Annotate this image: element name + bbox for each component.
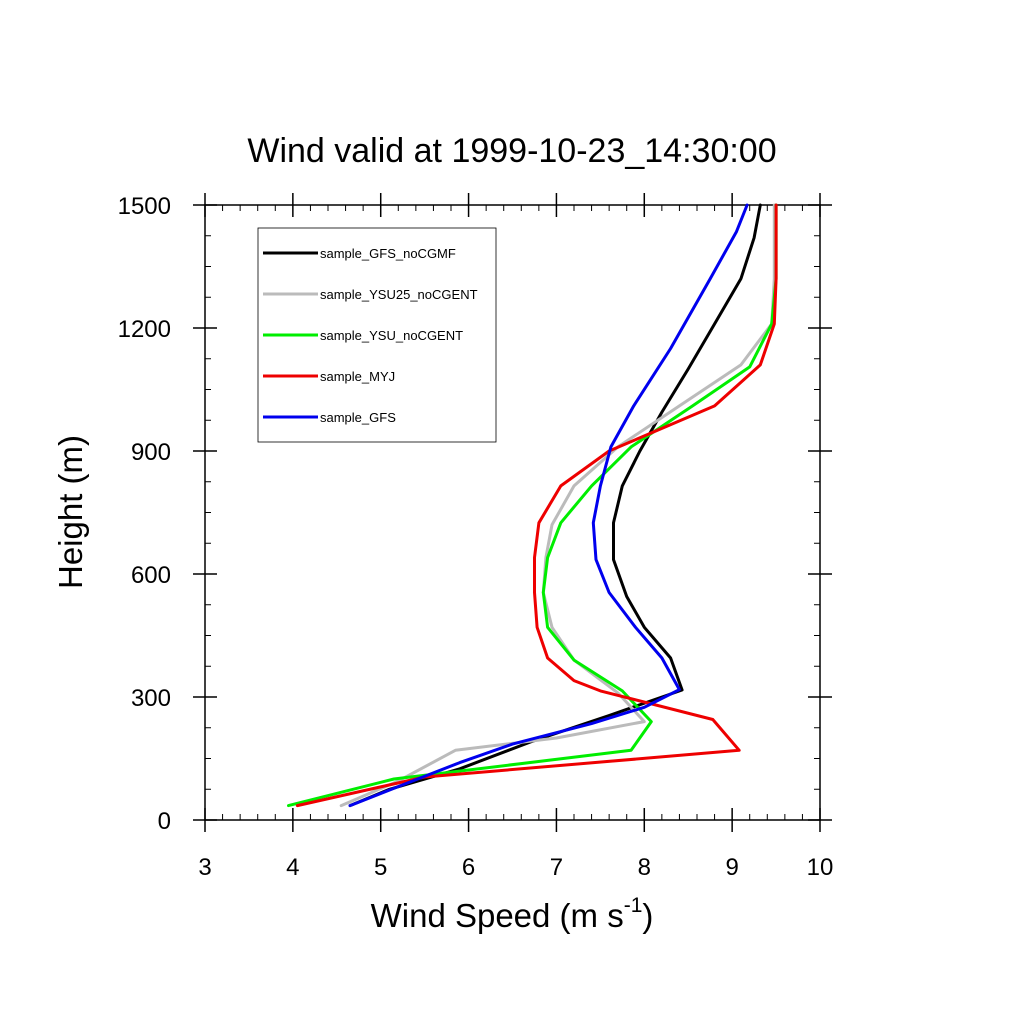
x-tick-label: 9 <box>725 854 738 881</box>
legend-label: sample_GFS <box>320 410 396 425</box>
minor-ticks <box>205 205 820 820</box>
series-line-sample-ysu-nocgent <box>287 203 778 808</box>
legend-label: sample_YSU25_noCGENT <box>320 287 478 302</box>
chart-title: Wind valid at 1999-10-23_14:30:00 <box>247 132 776 170</box>
x-axis-label: Wind Speed (m s-1) <box>371 894 654 934</box>
legend-label: sample_YSU_noCGENT <box>320 328 463 343</box>
legend-label: sample_GFS_noCGMF <box>320 246 456 261</box>
x-tick-label: 3 <box>198 854 211 881</box>
series-lines <box>287 203 778 808</box>
x-tick-label: 4 <box>286 854 299 881</box>
x-axis-label-suffix: ) <box>642 897 653 934</box>
y-tick-labels: 0 300 600 900 1200 1500 <box>118 193 171 835</box>
y-tick-label: 1200 <box>118 316 171 343</box>
x-tick-labels: 3 4 5 6 7 8 9 10 <box>198 854 833 881</box>
y-tick-label: 0 <box>158 808 171 835</box>
series-line-sample-gfs <box>348 203 749 808</box>
y-axis-label: Height (m) <box>52 435 89 589</box>
y-tick-label: 300 <box>131 685 171 712</box>
series-line-sample-myj <box>295 203 778 808</box>
x-tick-label: 10 <box>807 854 834 881</box>
x-tick-label: 5 <box>374 854 387 881</box>
y-tick-label: 1500 <box>118 193 171 220</box>
y-tick-label: 600 <box>131 562 171 589</box>
y-tick-label: 900 <box>131 439 171 466</box>
x-tick-label: 6 <box>462 854 475 881</box>
legend: sample_GFS_noCGMF sample_YSU25_noCGENTsam… <box>257 227 497 443</box>
x-axis-label-superscript: -1 <box>624 894 643 917</box>
major-ticks <box>193 193 832 832</box>
x-axis-label-main: Wind Speed (m s <box>371 897 624 934</box>
x-tick-label: 8 <box>638 854 651 881</box>
x-tick-label: 7 <box>550 854 563 881</box>
legend-label: sample_MYJ <box>320 369 395 384</box>
